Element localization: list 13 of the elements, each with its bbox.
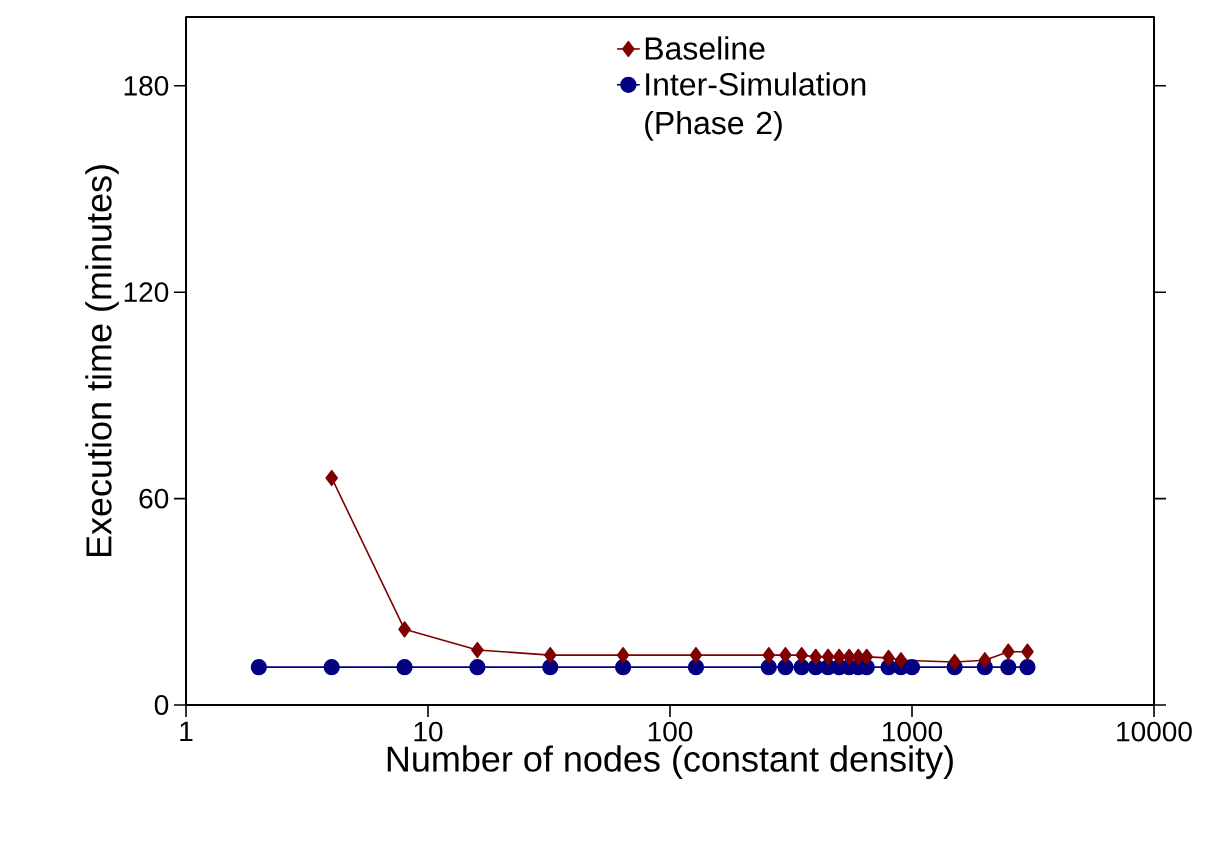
- x-tick-label: 10: [414, 721, 443, 742]
- x-axis-title: Number of nodes (constant density): [387, 745, 953, 779]
- legend-label: Baseline: [645, 36, 765, 60]
- x-tick-label: 10000: [1117, 721, 1192, 742]
- x-tick-label: 1000: [883, 721, 943, 742]
- x-tick-label: 100: [648, 721, 693, 742]
- y-axis-title: Execution time (minutes): [85, 165, 119, 557]
- y-tick-label: 0: [154, 695, 169, 715]
- y-tick-label: 180: [124, 75, 169, 96]
- y-tick-label: 120: [124, 282, 169, 303]
- legend-label: Inter-Simulation (Phase 2): [645, 72, 866, 141]
- y-tick-label: 60: [139, 488, 169, 509]
- x-tick-label: 1: [180, 721, 193, 741]
